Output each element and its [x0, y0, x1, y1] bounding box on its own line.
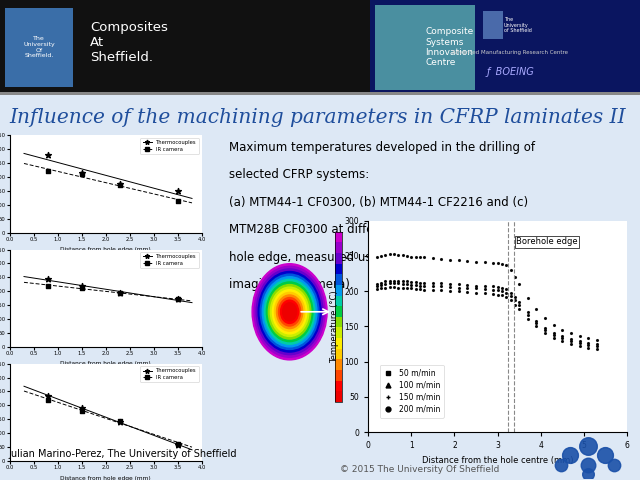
Point [582, 469, 593, 477]
Ellipse shape [252, 264, 327, 360]
Point [556, 461, 566, 468]
Bar [0, 0, 370, 95]
Text: ƒ  BOEING: ƒ BOEING [486, 67, 534, 77]
Point [173, 197, 183, 204]
Text: Composites
At
Sheffield.: Composites At Sheffield. [90, 21, 168, 64]
Text: (a) MTM44-1 CF0300, (b) MTM44-1 CF2216 and (c): (a) MTM44-1 CF0300, (b) MTM44-1 CF2216 a… [229, 196, 528, 209]
Text: MTM28B CF0300 at different distances away from the: MTM28B CF0300 at different distances awa… [229, 223, 547, 236]
Bar [335, 360, 342, 370]
Point [564, 451, 575, 459]
Text: imaging (IR camera).: imaging (IR camera). [229, 278, 354, 291]
Ellipse shape [256, 269, 323, 355]
Point [173, 440, 183, 447]
Text: hole edge, measured using thermocouples and thermal: hole edge, measured using thermocouples … [229, 251, 558, 264]
X-axis label: Distance from hole edge (mm): Distance from hole edge (mm) [60, 476, 151, 480]
Bar [0, 92, 640, 95]
Ellipse shape [275, 292, 305, 331]
Bar [5, 8, 73, 86]
Ellipse shape [280, 300, 299, 324]
Point [77, 404, 87, 412]
Point [77, 282, 87, 289]
X-axis label: Distance from hole edge (mm): Distance from hole edge (mm) [60, 361, 151, 366]
Ellipse shape [276, 295, 303, 329]
Bar [335, 232, 342, 242]
Text: Composite
Systems
Innovation
Centre: Composite Systems Innovation Centre [425, 27, 473, 67]
Y-axis label: Temperature (°C): Temperature (°C) [330, 290, 339, 363]
Point [43, 151, 53, 158]
Bar [335, 285, 342, 296]
Ellipse shape [260, 274, 319, 349]
Bar [335, 327, 342, 338]
Point [77, 284, 87, 292]
Bar [335, 296, 342, 306]
Point [115, 289, 125, 297]
Bar [335, 391, 342, 402]
Text: a: a [102, 264, 109, 274]
Point [77, 407, 87, 415]
Point [115, 417, 125, 424]
Ellipse shape [268, 285, 311, 339]
Point [43, 396, 53, 404]
Point [582, 461, 593, 468]
Legend: Thermocouples, IR camera: Thermocouples, IR camera [140, 252, 199, 268]
Ellipse shape [254, 266, 325, 357]
Point [43, 282, 53, 289]
Text: selected CFRP systems:: selected CFRP systems: [229, 168, 369, 181]
Text: b: b [102, 378, 109, 388]
Bar [335, 370, 342, 381]
Point [582, 442, 593, 450]
Ellipse shape [270, 287, 309, 336]
Point [115, 181, 125, 189]
Bar [335, 349, 342, 360]
Ellipse shape [258, 272, 321, 352]
Point [43, 276, 53, 283]
Text: Influence of the machining parameters in CFRP laminates II: Influence of the machining parameters in… [10, 108, 626, 127]
Bar [375, 5, 475, 90]
Text: The
University
Of
Sheffield.: The University Of Sheffield. [23, 36, 55, 59]
Point [115, 180, 125, 188]
Point [77, 169, 87, 177]
X-axis label: Distance from the hole centre (mm): Distance from the hole centre (mm) [422, 456, 573, 465]
Point [77, 170, 87, 178]
Point [115, 289, 125, 297]
Ellipse shape [283, 303, 296, 321]
Text: The
University
of Sheffield: The University of Sheffield [504, 17, 532, 34]
Text: Julian Marino-Perez, The University of Sheffield: Julian Marino-Perez, The University of S… [8, 449, 237, 459]
Text: Borehole edge: Borehole edge [516, 238, 578, 246]
Text: © 2015 The University Of Sheffield: © 2015 The University Of Sheffield [340, 466, 499, 474]
Point [173, 441, 183, 448]
Ellipse shape [262, 277, 317, 347]
Point [173, 296, 183, 303]
Ellipse shape [278, 298, 301, 326]
Bar [335, 381, 342, 391]
X-axis label: Distance from hole edge (mm): Distance from hole edge (mm) [60, 247, 151, 252]
Point [609, 461, 620, 468]
Ellipse shape [264, 279, 315, 344]
Bar [335, 274, 342, 285]
Bar [335, 253, 342, 264]
Bar [335, 242, 342, 253]
Point [43, 168, 53, 175]
Ellipse shape [273, 290, 307, 334]
Legend: Thermocouples, IR camera: Thermocouples, IR camera [140, 138, 199, 154]
Text: Maximum temperatures developed in the drilling of: Maximum temperatures developed in the dr… [229, 141, 535, 154]
Point [115, 418, 125, 426]
Bar [483, 11, 503, 39]
Bar [335, 264, 342, 274]
Bar [335, 232, 342, 402]
Bar [370, 0, 640, 95]
Point [173, 187, 183, 195]
Bar [480, 5, 635, 90]
Point [173, 296, 183, 303]
Legend: 50 m/min, 100 m/min, 150 m/min, 200 m/min: 50 m/min, 100 m/min, 150 m/min, 200 m/mi… [380, 365, 444, 418]
Text: Advanced Manufacturing Research Centre: Advanced Manufacturing Research Centre [452, 50, 568, 55]
Ellipse shape [266, 282, 313, 342]
Point [43, 392, 53, 399]
Legend: Thermocouples, IR camera: Thermocouples, IR camera [140, 366, 199, 382]
Bar [335, 306, 342, 317]
Point [600, 451, 611, 459]
Bar [335, 317, 342, 327]
Bar [335, 338, 342, 349]
